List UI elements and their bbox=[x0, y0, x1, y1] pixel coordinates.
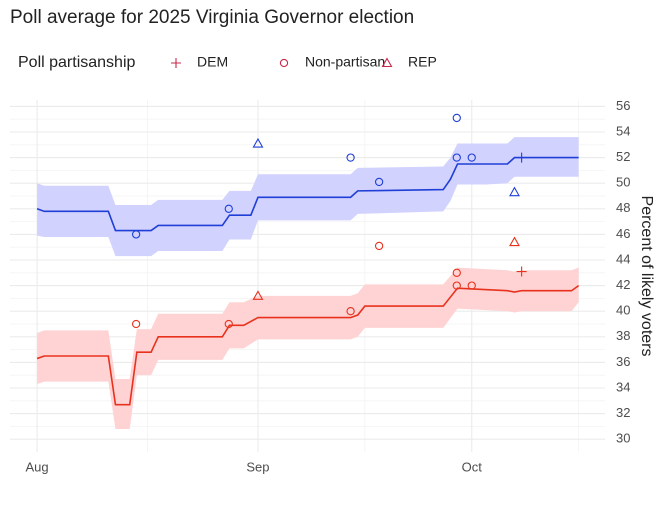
y-tick-label: 42 bbox=[616, 277, 630, 292]
chart-title: Poll average for 2025 Virginia Governor … bbox=[10, 7, 414, 28]
y-tick-label: 50 bbox=[616, 175, 630, 190]
poll-marker bbox=[467, 281, 476, 290]
poll-marker bbox=[346, 153, 355, 162]
average-line bbox=[36, 284, 580, 406]
y-tick-label: 32 bbox=[616, 405, 630, 420]
poll-marker bbox=[452, 281, 461, 290]
legend-marker bbox=[171, 58, 181, 68]
poll-marker bbox=[252, 137, 264, 148]
poll-marker bbox=[516, 266, 527, 277]
legend-marker bbox=[381, 57, 393, 68]
y-tick-label: 48 bbox=[616, 200, 630, 215]
poll-marker bbox=[131, 230, 141, 239]
y-tick-label: 30 bbox=[616, 431, 630, 446]
poll-marker bbox=[452, 153, 461, 162]
poll-marker bbox=[224, 319, 233, 329]
confidence-band bbox=[37, 267, 579, 429]
poll-marker bbox=[374, 241, 384, 251]
y-tick-label: 56 bbox=[616, 98, 630, 113]
x-tick-label: Oct bbox=[462, 459, 483, 474]
poll-marker bbox=[346, 307, 355, 316]
y-tick-label: 44 bbox=[616, 251, 630, 266]
legend-title: Poll partisanship bbox=[18, 54, 136, 71]
poll-marker bbox=[452, 113, 461, 123]
average-line bbox=[36, 156, 579, 232]
poll-marker bbox=[509, 236, 520, 247]
y-tick-label: 54 bbox=[616, 123, 630, 138]
poll-marker bbox=[467, 153, 476, 162]
poll-marker bbox=[131, 319, 141, 329]
y-tick-label: 38 bbox=[616, 328, 630, 343]
poll-marker bbox=[509, 186, 520, 197]
y-tick-label: 46 bbox=[616, 226, 630, 241]
x-tick-label: Aug bbox=[26, 459, 49, 474]
poll-marker bbox=[452, 268, 461, 277]
legend-marker bbox=[279, 58, 289, 68]
legend-label: REP bbox=[408, 54, 437, 70]
y-tick-label: 34 bbox=[616, 379, 630, 394]
poll-marker bbox=[516, 152, 527, 163]
y-tick-label: 36 bbox=[616, 354, 630, 369]
legend-label: DEM bbox=[197, 54, 228, 70]
y-axis-title: Percent of likely voters bbox=[638, 196, 655, 357]
y-tick-label: 52 bbox=[616, 149, 630, 164]
poll-marker bbox=[224, 204, 233, 213]
x-tick-label: Sep bbox=[246, 459, 269, 474]
y-tick-label: 40 bbox=[616, 303, 630, 318]
legend-label: Non-partisan bbox=[305, 54, 385, 70]
poll-marker bbox=[252, 290, 264, 300]
poll-marker bbox=[374, 177, 384, 187]
